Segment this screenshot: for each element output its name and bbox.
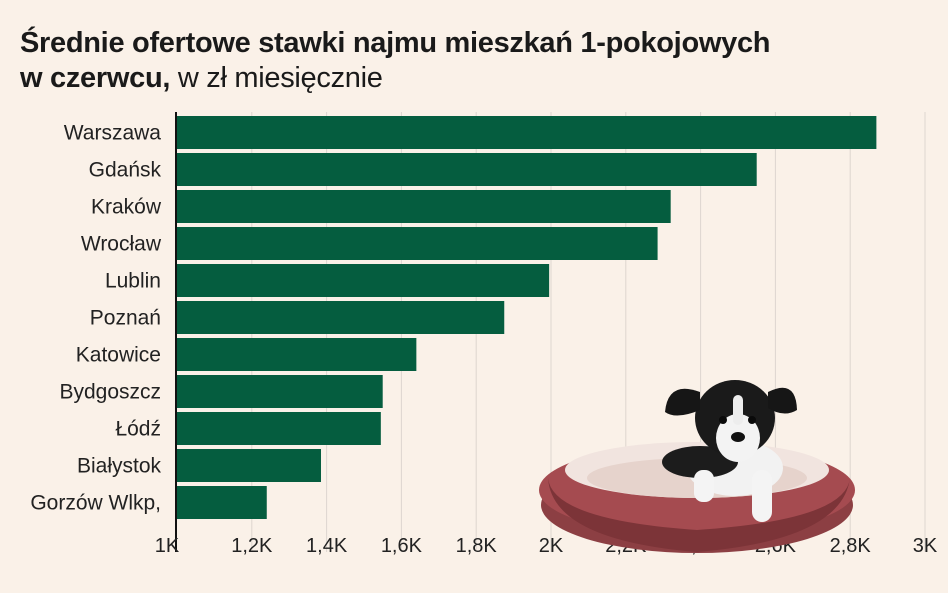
category-label: Kraków [91,196,162,219]
category-label: Białystok [77,455,162,478]
category-label: Warszawa [64,122,162,145]
title-line2: w czerwcu, [20,62,171,94]
x-tick-label: 2K [539,535,564,557]
bar [177,227,658,260]
x-tick-label: 1,8K [456,535,498,557]
chart-subtitle: w zł miesięcznie [177,62,383,94]
bar [177,486,267,519]
category-labels: Warszawa Gdańsk Kraków Wrocław Lublin Poznań K… [30,122,162,515]
bar [177,375,383,408]
bar [177,412,381,445]
x-tick-label: 1,4K [306,535,348,557]
category-label: Gdańsk [89,159,162,182]
x-tick-label: 2,8K [830,535,872,557]
bar [177,338,417,371]
category-label: Łódź [115,418,161,441]
bar [177,449,321,482]
x-tick-label: 1,2K [231,535,273,557]
bars [177,116,877,519]
bar [177,190,671,223]
category-label: Wrocław [81,233,162,256]
x-tick-label: 3K [913,535,938,557]
category-label: Bydgoszcz [59,381,161,404]
chart-title: Średnie ofertowe stawki najmu mieszkań 1… [20,26,930,96]
x-tick-label: 1K [155,535,180,557]
category-label: Katowice [76,344,161,367]
x-tick-label: 1,6K [381,535,423,557]
dog-in-bed-illustration [539,380,855,553]
bar [177,153,757,186]
bar [177,116,877,149]
bar [177,301,505,334]
title-line1: Średnie ofertowe stawki najmu mieszkań 1… [20,27,771,59]
category-label: Gorzów Wlkp, [30,492,161,515]
category-label: Lublin [105,270,161,293]
bar [177,264,550,297]
category-label: Poznań [90,307,161,330]
